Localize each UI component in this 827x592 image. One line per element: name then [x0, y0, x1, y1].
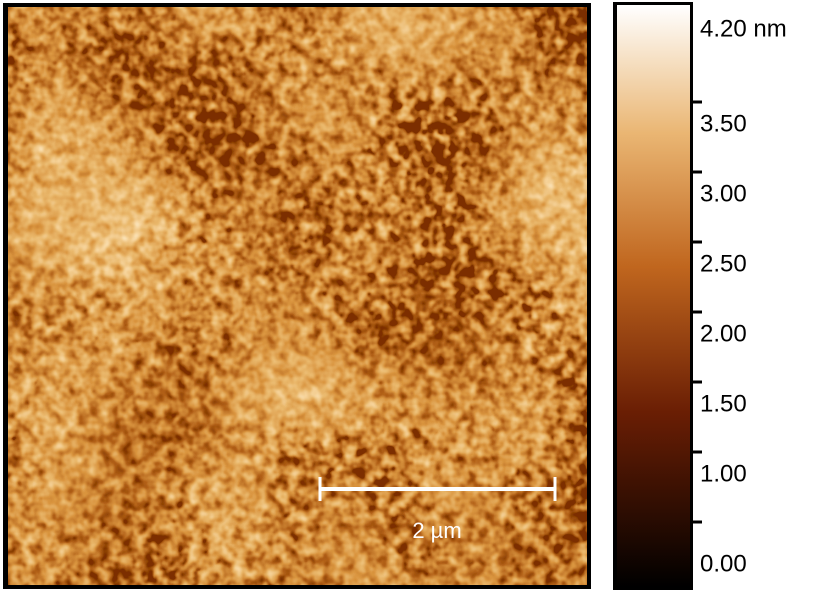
tick-label: 2.50	[700, 250, 747, 277]
tick-label: 1.50	[700, 390, 747, 417]
tick-label: 1.00	[700, 460, 747, 487]
tick-label: 4.20 nm	[700, 15, 787, 42]
tick-label: 0.00	[700, 550, 747, 577]
tick-label: 3.00	[700, 180, 747, 207]
tick-label: 2.00	[700, 320, 747, 347]
colorbar	[617, 5, 690, 587]
afm-image	[8, 7, 587, 585]
colorbar-ticks: 0.00 1.00 1.50 2.00 2.50 3.00 3.50 4.20 nm	[690, 15, 787, 577]
tick-label: 3.50	[700, 110, 747, 137]
scale-bar: 2 µm	[318, 477, 557, 543]
scale-bar-label: 2 µm	[412, 518, 461, 543]
